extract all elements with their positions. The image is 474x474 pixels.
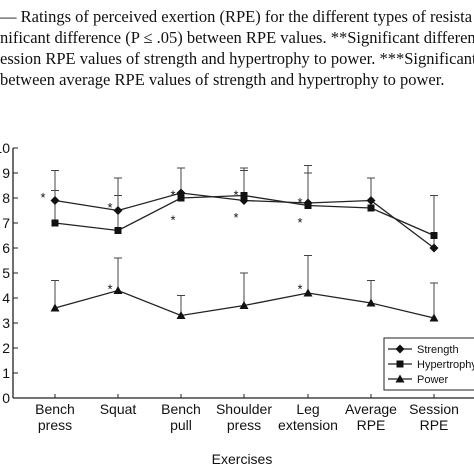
x-tick-label: Leg extension bbox=[278, 401, 338, 433]
data-point-power bbox=[366, 298, 376, 307]
data-point-hypertrophy bbox=[177, 194, 185, 202]
legend-label-strength: Strength bbox=[417, 344, 459, 356]
x-tick-label: Average RPE bbox=[345, 401, 397, 433]
y-tick-label: 7 bbox=[2, 215, 10, 231]
legend-label-power: Power bbox=[417, 374, 449, 386]
figure-caption: — Ratings of perceived exertion (RPE) fo… bbox=[0, 6, 474, 90]
series-markers bbox=[50, 188, 439, 322]
significance-asterisk: * bbox=[233, 210, 238, 225]
significance-asterisk: * bbox=[297, 281, 302, 296]
y-tick-label: 0 bbox=[2, 390, 10, 406]
data-point-power bbox=[303, 288, 313, 297]
data-point-strength bbox=[366, 196, 376, 205]
data-point-hypertrophy bbox=[304, 202, 312, 209]
y-tick-label: 1 bbox=[2, 365, 10, 381]
significance-asterisk: * bbox=[297, 195, 302, 210]
x-tick-label: Bench press bbox=[35, 401, 75, 433]
y-tick-label: 9 bbox=[2, 165, 10, 181]
data-point-strength bbox=[429, 243, 439, 253]
significance-asterisk: * bbox=[107, 200, 112, 215]
significance-asterisk: * bbox=[107, 281, 112, 296]
y-tick-label: 5 bbox=[2, 265, 10, 281]
caption-line-2: nificant difference (P ≤ .05) between RP… bbox=[0, 28, 474, 47]
data-point-power bbox=[429, 313, 439, 322]
data-point-strength bbox=[113, 206, 123, 215]
y-tick-label: 8 bbox=[2, 190, 10, 206]
data-point-strength bbox=[50, 196, 60, 205]
legend-label-hypertrophy: Hypertrophy bbox=[417, 359, 474, 371]
y-tick-label: 10 bbox=[0, 140, 10, 156]
y-tick-label: 6 bbox=[2, 240, 10, 256]
significance-asterisk: * bbox=[297, 215, 302, 230]
data-point-hypertrophy bbox=[430, 232, 438, 239]
significance-asterisk: * bbox=[40, 190, 45, 205]
y-tick-label: 4 bbox=[2, 290, 10, 306]
data-point-hypertrophy bbox=[114, 227, 122, 234]
data-point-power bbox=[113, 286, 123, 294]
significance-annotations: * * * * * * * * * * bbox=[40, 188, 302, 297]
x-axis-title: Exercises bbox=[212, 451, 273, 467]
x-tick-label: Shoulder press bbox=[216, 401, 272, 433]
caption-line-3: ession RPE values of strength and hypert… bbox=[0, 49, 474, 68]
legend-marker-power bbox=[395, 374, 405, 383]
legend-marker-strength bbox=[395, 344, 405, 354]
data-point-hypertrophy bbox=[51, 219, 59, 227]
data-point-power bbox=[239, 301, 249, 309]
x-tick-label: Squat bbox=[100, 401, 137, 417]
data-point-power bbox=[176, 311, 186, 319]
caption-line-4: between average RPE values of strength a… bbox=[0, 70, 445, 89]
chart-legend: Strength Hypertrophy Power bbox=[383, 337, 474, 391]
significance-asterisk: * bbox=[170, 213, 175, 228]
y-tick-label: 3 bbox=[2, 315, 10, 331]
y-tick-label: 2 bbox=[2, 340, 10, 356]
legend-marker-hypertrophy bbox=[396, 360, 404, 368]
data-point-hypertrophy bbox=[367, 204, 375, 212]
data-point-hypertrophy bbox=[240, 192, 248, 199]
caption-line-1: — Ratings of perceived exertion (RPE) fo… bbox=[0, 7, 473, 26]
data-point-power bbox=[50, 303, 60, 312]
significance-asterisk: * bbox=[170, 188, 175, 203]
significance-asterisk: * bbox=[233, 188, 238, 203]
x-tick-label: Bench pull bbox=[161, 401, 201, 433]
x-tick-label: Session RPE bbox=[409, 401, 459, 433]
